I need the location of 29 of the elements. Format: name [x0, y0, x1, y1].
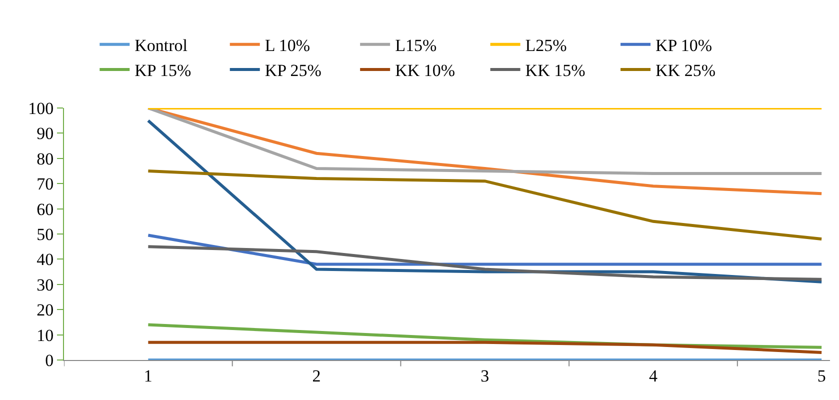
x-tick-label: 2 — [312, 366, 321, 386]
legend-label: Kontrol — [134, 36, 188, 56]
y-tick-label: 90 — [36, 124, 54, 144]
line-series — [146, 108, 824, 176]
x-tick-label: 1 — [144, 366, 152, 386]
x-tick-label: 5 — [817, 366, 826, 386]
legend-label: KK 25% — [656, 61, 716, 80]
legend-label: KP 25% — [264, 61, 322, 80]
legend-label: L15% — [395, 36, 437, 56]
legend-label: L 10% — [264, 36, 310, 56]
y-tick-label: 0 — [45, 350, 54, 370]
y-tick-label: 20 — [36, 300, 54, 320]
legend-label: KK 15% — [525, 61, 586, 80]
x-tick-label: 4 — [648, 366, 658, 386]
y-tick-label: 70 — [36, 174, 54, 194]
y-tick-label: 100 — [28, 98, 54, 118]
line-series — [146, 170, 824, 241]
legend-label: KP 15% — [134, 61, 192, 80]
y-tick-label: 10 — [36, 326, 54, 345]
legend-label: L25% — [525, 36, 567, 56]
y-tick-label: 30 — [36, 275, 54, 294]
line-series — [146, 245, 824, 281]
legend-label: KP 10% — [656, 36, 712, 56]
y-tick-label: 80 — [36, 149, 54, 168]
legend-label: KK 10% — [395, 61, 456, 80]
y-tick-label: 40 — [36, 250, 54, 270]
x-tick-label: 3 — [480, 366, 490, 386]
y-tick-label: 50 — [36, 224, 54, 244]
y-tick-label: 60 — [36, 200, 54, 219]
